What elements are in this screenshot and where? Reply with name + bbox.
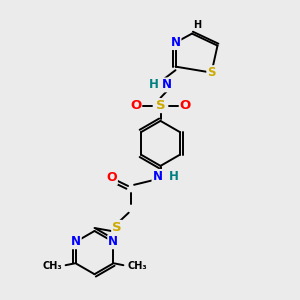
Text: O: O: [106, 171, 117, 184]
Text: N: N: [108, 235, 118, 248]
Text: CH₃: CH₃: [127, 261, 147, 272]
Text: H: H: [194, 20, 202, 30]
Text: N: N: [162, 78, 172, 92]
Text: N: N: [170, 36, 181, 49]
Text: N: N: [152, 170, 163, 183]
Text: N: N: [71, 235, 81, 248]
Text: S: S: [112, 221, 122, 234]
Text: S: S: [156, 99, 165, 112]
Text: O: O: [130, 99, 141, 112]
Text: O: O: [180, 99, 191, 112]
Text: CH₃: CH₃: [42, 261, 62, 272]
Text: S: S: [207, 66, 216, 79]
Text: H: H: [169, 170, 179, 183]
Text: H: H: [149, 78, 159, 92]
